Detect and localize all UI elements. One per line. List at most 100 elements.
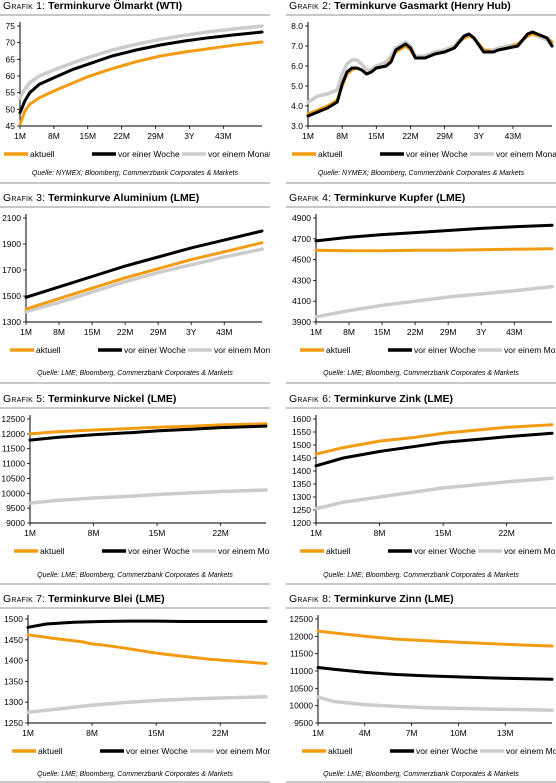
- x-tick-label: 1M: [312, 728, 324, 738]
- y-tick-label: 4100: [292, 296, 311, 306]
- chart-title-prefix: Grafik 7:: [3, 593, 46, 605]
- series-line-aktuell: [24, 241, 264, 311]
- chart-panel-3: Grafik 3: Terminkurve Aluminium (LME) 130…: [0, 192, 270, 384]
- legend-label-monat: vor einem Monat: [208, 149, 270, 159]
- x-tick-label: 1M: [310, 327, 322, 337]
- y-tick-label: 12000: [289, 631, 313, 641]
- series-line-woche: [28, 424, 268, 442]
- y-tick-label: 45: [6, 121, 16, 131]
- chart-svg: 9500 10000 10500 11000 11500 12000 12500 1M 4M 7M…: [289, 614, 556, 756]
- series-line-monat: [306, 32, 554, 104]
- y-tick-label: 60: [6, 71, 16, 81]
- y-tick-label: 3.0: [291, 121, 303, 131]
- y-tick-label: 1350: [292, 479, 311, 489]
- x-tick-label: 43M: [215, 131, 232, 141]
- chart-panel-6: Grafik 6: Terminkurve Zink (LME) 1200 1250…: [286, 393, 556, 585]
- chart-title-prefix: Grafik 2:: [289, 0, 332, 12]
- chart-panel-1: Grafik 1: Terminkurve Ölmarkt (WTI) 45 50 5…: [0, 0, 270, 184]
- chart-source: Quelle: LME; Bloomberg, Commerzbank Corp…: [37, 771, 233, 778]
- y-tick-label: 1300: [292, 492, 311, 502]
- x-tick-label: 22M: [117, 327, 134, 337]
- chart-source: Quelle: NYMEX; Bloomberg, Commerzbank Co…: [317, 170, 525, 177]
- legend-label-monat: vor einem Monat: [216, 746, 270, 756]
- x-tick-label: 15M: [368, 131, 385, 141]
- series-line-monat: [314, 476, 554, 511]
- series-line-woche: [24, 229, 264, 299]
- y-tick-label: 7.0: [291, 41, 303, 51]
- chart-svg: 3.0 4.0 5.0 6.0 7.0 8.0 1M 8M 15M 22M 29M 3Y 43M aktu…: [291, 21, 556, 159]
- series-line-aktuell: [18, 40, 264, 126]
- bottom-rule: [0, 583, 270, 585]
- chart-panel-8: Grafik 8: Terminkurve Zinn (LME) 9500 1000…: [286, 593, 556, 783]
- chart-title: Grafik 4: Terminkurve Kupfer (LME): [289, 192, 465, 204]
- y-tick-label: 12500: [1, 414, 25, 424]
- x-tick-label: 15M: [79, 131, 96, 141]
- legend-label-woche: vor einer Woche: [414, 345, 476, 355]
- chart-title-prefix: Grafik 8:: [289, 593, 332, 605]
- x-tick-label: 1M: [302, 131, 314, 141]
- y-tick-label: 10000: [289, 701, 313, 711]
- top-rule: [0, 14, 270, 16]
- chart-panel-5: Grafik 5: Terminkurve Nickel (LME) 9000 95…: [0, 393, 270, 585]
- legend-label-aktuell: aktuell: [326, 345, 351, 355]
- series-line-woche: [26, 619, 268, 629]
- top-rule: [286, 206, 556, 208]
- legend-label-aktuell: aktuell: [36, 345, 61, 355]
- x-tick-label: 22M: [212, 728, 229, 738]
- top-rule: [286, 607, 556, 609]
- chart-svg: 9000 9500 10000 10500 11000 11500 12000 12500 1M…: [1, 414, 270, 556]
- chart-title-prefix: Grafik 4:: [289, 192, 332, 204]
- y-tick-label: 1500: [2, 291, 21, 301]
- x-tick-label: 29M: [147, 131, 164, 141]
- chart-title: Grafik 1: Terminkurve Ölmarkt (WTI): [3, 0, 182, 12]
- chart-title-prefix: Grafik 6:: [289, 393, 332, 405]
- x-tick-label: 15M: [374, 327, 391, 337]
- top-rule: [0, 407, 270, 409]
- chart-panel-2: Grafik 2: Terminkurve Gasmarkt (Henry Hu…: [286, 0, 556, 184]
- legend-label-monat: vor einem Monat: [504, 345, 556, 355]
- x-tick-label: 29M: [436, 131, 453, 141]
- x-tick-label: 22M: [402, 131, 419, 141]
- legend-label-aktuell: aktuell: [40, 546, 65, 556]
- legend-label-woche: vor einer Woche: [416, 746, 478, 756]
- y-tick-label: 12500: [289, 614, 313, 624]
- y-tick-label: 1500: [292, 440, 311, 450]
- x-tick-label: 15M: [149, 528, 166, 538]
- x-tick-label: 15M: [435, 528, 452, 538]
- x-tick-label: 29M: [150, 327, 167, 337]
- series-line-aktuell: [314, 423, 554, 456]
- series-line-monat: [26, 695, 268, 714]
- chart-title-text: Terminkurve Gasmarkt (Henry Hub): [331, 0, 511, 12]
- series-line-monat: [314, 284, 554, 319]
- x-tick-label: 8M: [53, 327, 65, 337]
- y-tick-label: 1300: [4, 697, 23, 707]
- bottom-rule: [286, 382, 556, 384]
- chart-panel-4: Grafik 4: Terminkurve Kupfer (LME) 3900 41…: [286, 192, 556, 384]
- y-tick-label: 11500: [290, 649, 313, 659]
- series-line-monat: [316, 695, 554, 712]
- top-rule: [0, 607, 270, 609]
- y-tick-label: 10500: [1, 473, 25, 483]
- top-rule: [286, 14, 556, 16]
- y-tick-label: 11000: [2, 459, 25, 469]
- chart-title-text: Terminkurve Ölmarkt (WTI): [45, 0, 183, 12]
- y-tick-label: 1450: [292, 453, 311, 463]
- legend-label-monat: vor einem Monat: [504, 546, 556, 556]
- y-tick-label: 4900: [292, 213, 311, 223]
- x-tick-label: 43M: [505, 131, 522, 141]
- legend-label-woche: vor einer Woche: [118, 149, 180, 159]
- chart-title-prefix: Grafik 5:: [3, 393, 46, 405]
- x-tick-label: 8M: [343, 327, 355, 337]
- top-rule: [0, 206, 270, 208]
- x-tick-label: 1M: [22, 728, 34, 738]
- x-tick-label: 29M: [440, 327, 457, 337]
- x-tick-label: 8M: [86, 728, 98, 738]
- legend-label-aktuell: aktuell: [326, 546, 351, 556]
- chart-svg: 1200 1250 1300 1350 1400 1450 1500 1550 1600 1M 8M…: [292, 414, 556, 556]
- chart-panel-7: Grafik 7: Terminkurve Blei (LME) 1250 1300…: [0, 593, 270, 783]
- chart-source: Quelle: LME; Bloomberg, Commerzbank Corp…: [37, 370, 233, 377]
- chart-title: Grafik 2: Terminkurve Gasmarkt (Henry Hu…: [289, 0, 511, 12]
- y-tick-label: 4700: [292, 234, 311, 244]
- chart-title-text: Terminkurve Zink (LME): [331, 393, 454, 405]
- legend-label-woche: vor einer Woche: [128, 546, 190, 556]
